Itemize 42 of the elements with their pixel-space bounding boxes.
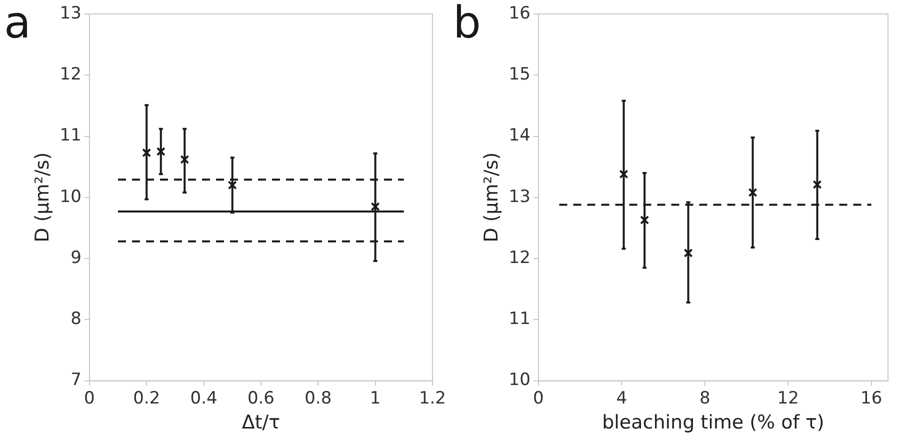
x-tick-label: 0.2 [133,388,160,408]
y-axis-title: D (μm²/s) [480,152,502,242]
y-tick-label: 8 [70,309,82,330]
y-tick-label: 15 [508,64,530,85]
point [142,148,152,158]
x-tick-label: 0 [533,388,544,408]
y-tick-label: 12 [60,64,82,85]
point [228,180,237,190]
x-tick-label: 16 [860,388,882,408]
x-tick-label: 1.2 [418,388,446,408]
point [370,202,380,212]
x-tick-label: 8 [699,388,710,408]
x-tick-label: 0.6 [247,388,274,408]
y-tick-label: 13 [508,186,530,207]
x-tick-label: 1 [370,388,381,408]
point [619,170,628,179]
y-tick-label: 16 [508,3,530,24]
y-tick-label: 11 [60,126,82,146]
point [684,248,693,258]
y-tick-label: 12 [508,248,530,268]
x-tick-label: 0.8 [304,388,332,408]
text: b [453,0,481,48]
y-tick-label: 13 [60,3,82,24]
point [640,215,650,225]
y-tick-label: 9 [70,248,82,268]
x-tick-label: 0 [84,388,95,408]
y-tick-label: 14 [508,126,530,146]
x-axis-title: bleaching time (% of τ) [602,412,824,434]
x-tick-label: 0.4 [190,388,218,408]
y-tick-label: 10 [508,370,530,390]
point [812,180,822,190]
y-tick-label: 7 [70,370,82,390]
point [748,188,758,198]
point [180,154,190,164]
point [156,147,166,156]
text: a [4,0,31,48]
y-axis-title: D (μm²/s) [31,152,54,242]
x-tick-label: 12 [777,388,799,408]
y-tick-label: 11 [508,309,530,330]
y-tick-label: 10 [60,186,82,207]
x-axis-title: Δt/τ [242,412,280,434]
x-tick-label: 4 [616,388,628,408]
